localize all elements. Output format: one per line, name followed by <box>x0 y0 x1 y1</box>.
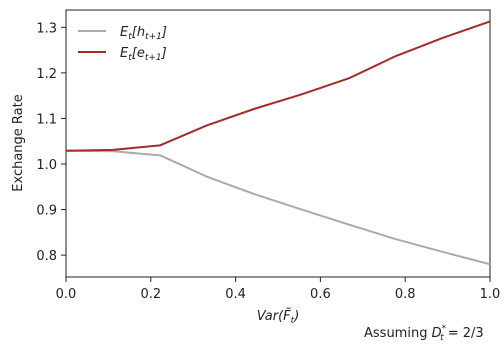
series-lines <box>65 20 491 266</box>
y-tick-label: 0.9 <box>36 204 57 219</box>
series-line-e <box>65 20 491 152</box>
y-tick-label: 1.3 <box>36 21 57 36</box>
x-tick-label: 1.0 <box>480 287 501 302</box>
legend-label-e: Et[et+1] <box>120 46 167 63</box>
y-tick-label: 0.8 <box>36 249 57 264</box>
y-tick-label: 1.2 <box>36 67 57 82</box>
x-tick-label: 0.8 <box>395 287 416 302</box>
y-tick-label: 1.1 <box>36 112 57 127</box>
legend-label-h: Et[ht+1] <box>120 25 167 42</box>
series-line-h <box>65 149 491 266</box>
x-axis-ticks: 0.0 0.2 0.4 0.6 0.8 1.0 <box>56 277 501 302</box>
x-tick-label: 0.4 <box>225 287 246 302</box>
plot-frame <box>65 9 491 278</box>
y-axis-label: Exchange Rate <box>11 94 26 191</box>
assumption-note: Assuming D* t = 2/3 <box>364 324 484 343</box>
x-tick-label: 0.0 <box>56 287 77 302</box>
x-tick-label: 0.6 <box>310 287 331 302</box>
y-axis-ticks: 0.8 0.9 1.0 1.1 1.2 1.3 <box>36 21 66 264</box>
x-axis-label: Var(F̃t) <box>257 309 300 326</box>
y-tick-label: 1.0 <box>36 158 57 173</box>
legend: Et[ht+1] Et[et+1] <box>78 25 167 63</box>
x-tick-label: 0.2 <box>140 287 161 302</box>
